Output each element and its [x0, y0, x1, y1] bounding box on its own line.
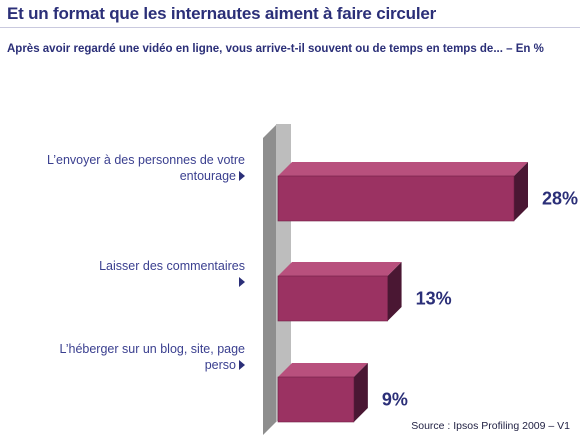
bar-top-face	[278, 162, 528, 176]
bar-1	[277, 162, 528, 222]
category-label-line: perso	[59, 357, 245, 373]
chart-title: Et un format que les internautes aiment …	[7, 4, 437, 23]
value-label: 9%	[382, 390, 408, 410]
category-label-line: entourage	[47, 168, 245, 184]
category-label: L’héberger sur un blog, site, page perso	[59, 341, 245, 373]
triangle-right-icon	[239, 171, 245, 181]
bar-side-face	[387, 262, 402, 321]
category-label-line	[99, 274, 245, 290]
bar-front-face	[277, 275, 388, 322]
bar-group	[277, 162, 528, 423]
triangle-right-icon	[239, 277, 245, 287]
bar-front-face	[277, 376, 355, 423]
chart-subtitle: Après avoir regardé une vidéo en ligne, …	[7, 43, 544, 55]
bar-top-face	[278, 262, 402, 276]
bar-2	[277, 262, 402, 322]
category-label-line: L’héberger sur un blog, site, page	[59, 342, 245, 356]
category-label-line: L’envoyer à des personnes de votre	[46, 153, 245, 167]
value-label: 28%	[542, 189, 578, 209]
bar-side-face	[353, 363, 368, 422]
bar-front-face	[277, 175, 515, 222]
bar-3	[277, 363, 368, 423]
category-label: L’envoyer à des personnes de votre entour…	[47, 152, 245, 184]
title-divider	[0, 27, 580, 28]
bar-side-face	[514, 162, 528, 221]
bar-top-face	[278, 363, 368, 377]
triangle-right-icon	[239, 360, 245, 370]
back-wall-side	[263, 124, 277, 435]
value-label: 13%	[416, 289, 452, 309]
source-note: Source : Ipsos Profiling 2009 – V1	[411, 420, 570, 432]
category-label: Laisser des commentaires	[99, 258, 245, 290]
value-label-group: 28% 13% 9%	[382, 189, 578, 410]
category-label-line: Laisser des commentaires	[99, 259, 245, 273]
